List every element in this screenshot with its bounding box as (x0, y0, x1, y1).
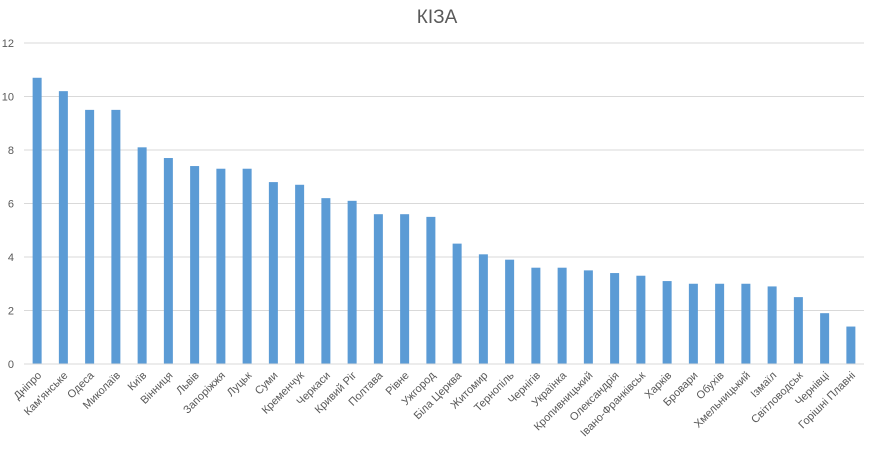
bar (426, 216, 436, 364)
bar (58, 91, 68, 365)
y-tick-label: 4 (8, 252, 14, 264)
chart-title: КІЗА (417, 7, 458, 28)
y-tick-label: 8 (8, 145, 14, 157)
y-axis-ticks: 0 2 4 6 8 10 12 (2, 38, 14, 371)
bar (321, 198, 331, 364)
bar (610, 273, 620, 364)
y-tick-label: 6 (8, 199, 14, 211)
gridlines (24, 42, 864, 311)
bar (846, 326, 856, 364)
bar (741, 283, 751, 364)
bar (268, 182, 278, 364)
bar (163, 158, 173, 364)
bar (400, 214, 410, 364)
bar (32, 77, 42, 365)
bar (715, 283, 725, 364)
y-tick-label: 2 (8, 306, 14, 318)
bar (452, 243, 462, 364)
y-tick-label: 0 (8, 359, 14, 371)
bar (636, 275, 646, 364)
bar (688, 283, 698, 364)
bar (478, 254, 488, 364)
y-tick-label: 12 (2, 38, 14, 50)
bar (662, 281, 672, 364)
bar (295, 184, 305, 364)
bars (32, 77, 856, 365)
bar (583, 270, 593, 364)
bar (137, 147, 147, 364)
bar (793, 297, 803, 364)
bar (85, 109, 95, 364)
y-tick-label: 10 (2, 92, 14, 104)
bar (767, 286, 777, 364)
bar (531, 267, 541, 364)
bar (190, 166, 200, 364)
bar (373, 214, 383, 364)
bar (242, 168, 252, 364)
bar (820, 313, 830, 364)
category-label: Луцьк (225, 370, 255, 400)
bar (216, 168, 226, 364)
bar (347, 200, 357, 364)
bar (505, 259, 515, 364)
bar (111, 109, 121, 364)
bar (557, 267, 567, 364)
